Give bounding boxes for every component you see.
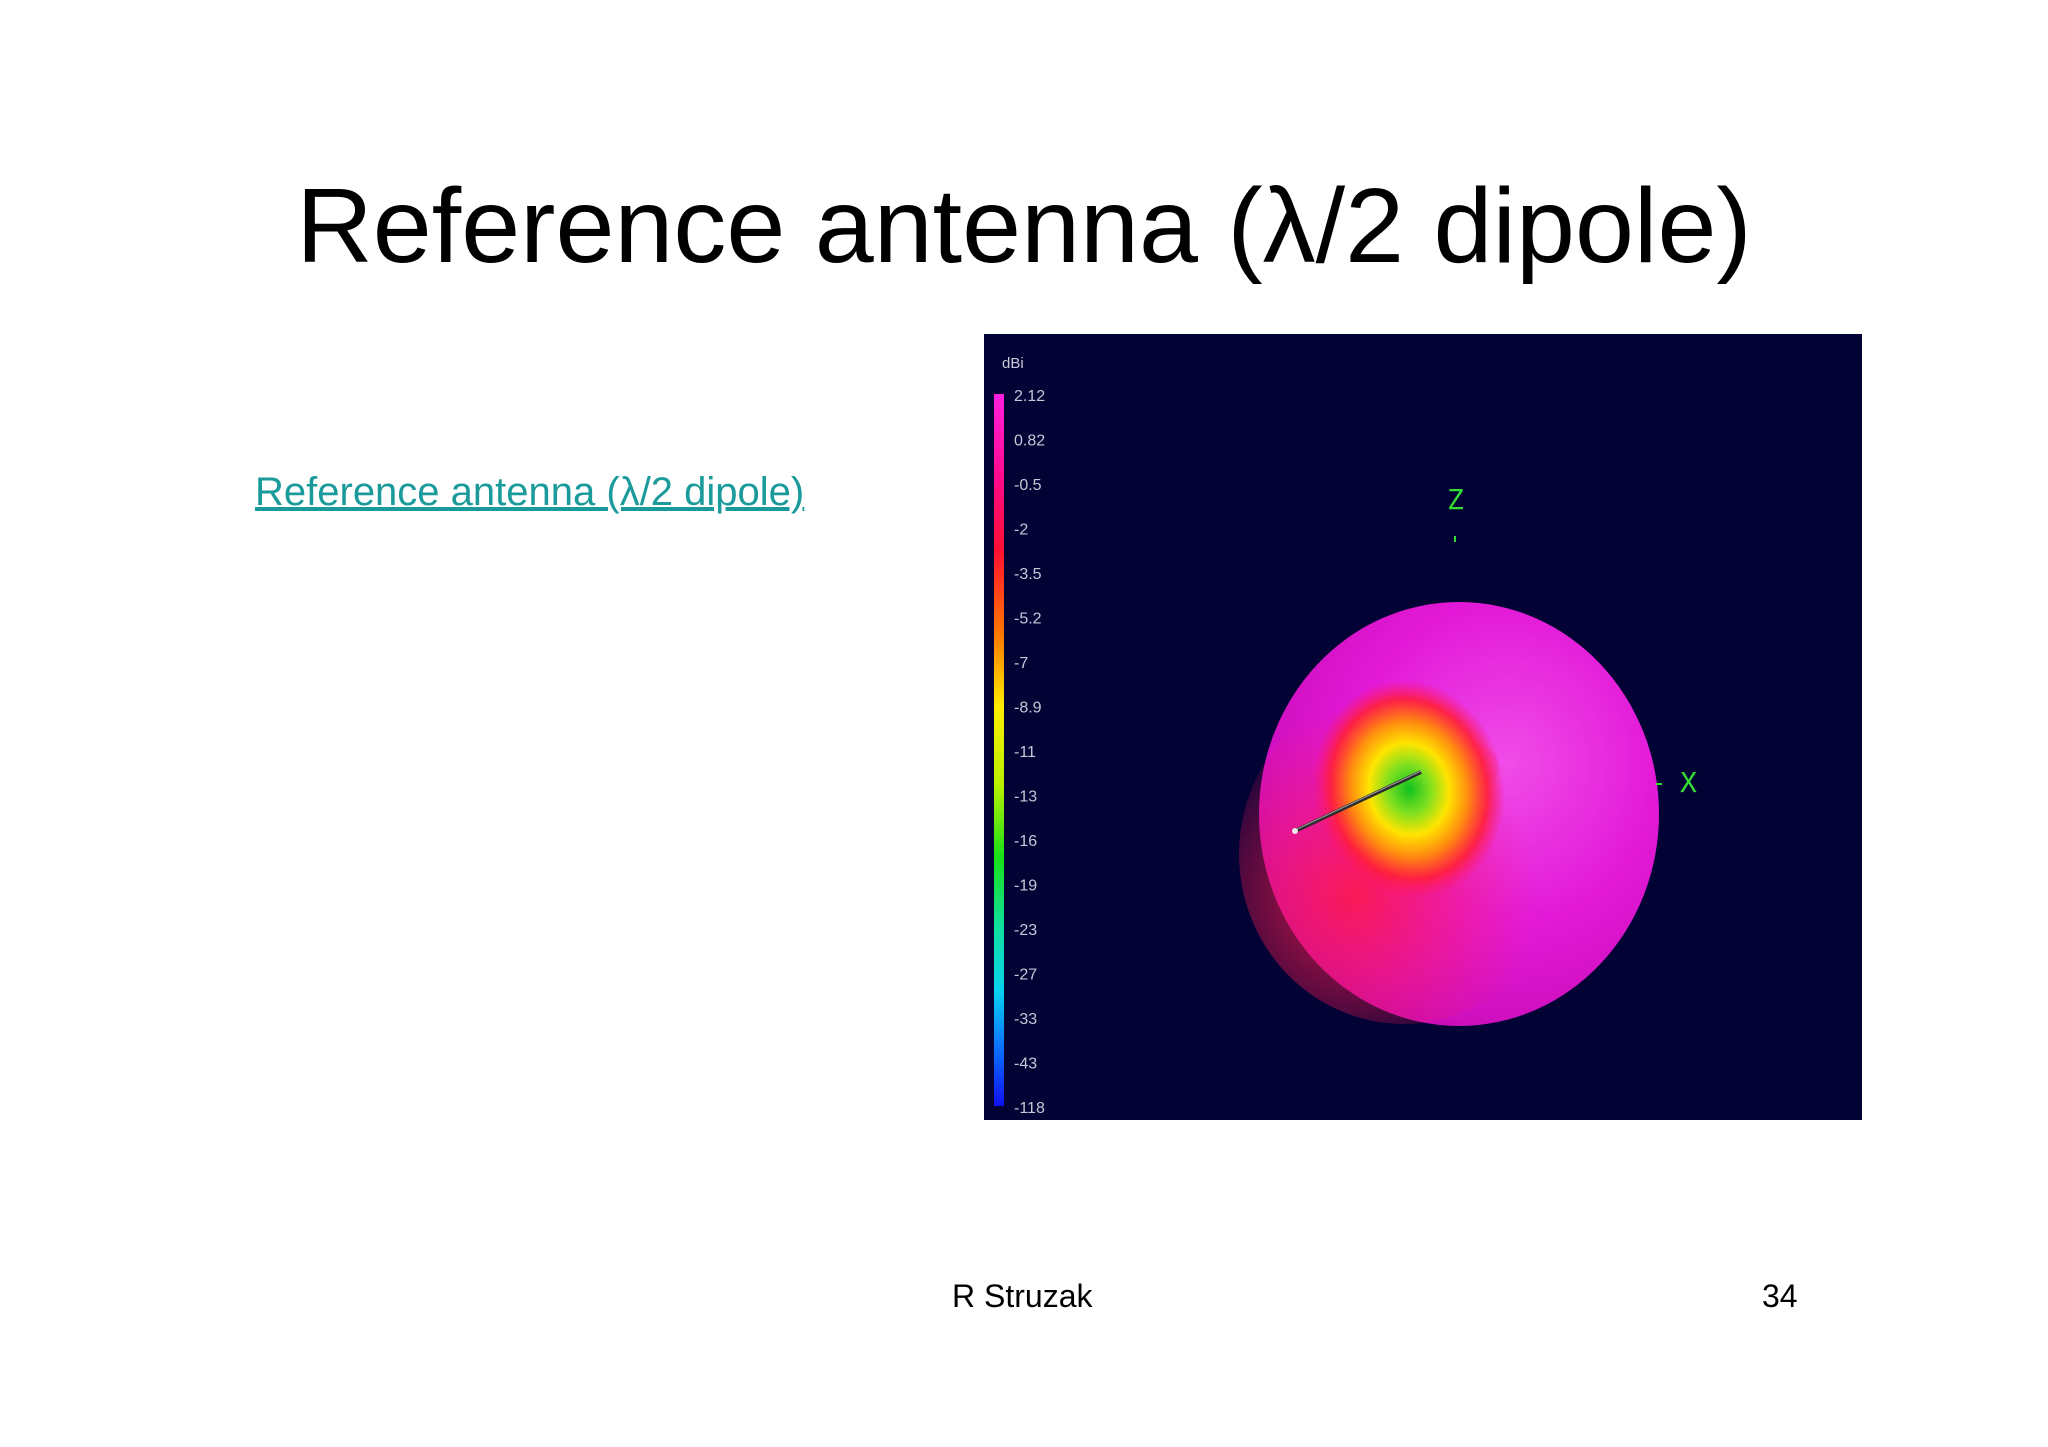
scale-label: -118 [1014, 1100, 1045, 1117]
scale-label: -13 [1014, 789, 1037, 806]
scale-label: -0.5 [1014, 477, 1042, 494]
scale-label: -33 [1014, 1011, 1037, 1028]
dipole-tip [1292, 828, 1298, 834]
scale-label: 2.12 [1014, 388, 1045, 405]
scale-label: -19 [1014, 878, 1037, 895]
scale-label: -5.2 [1014, 611, 1042, 628]
scale-label: -27 [1014, 967, 1037, 984]
reference-antenna-link[interactable]: Reference antenna (λ/2 dipole) [255, 470, 805, 514]
scale-label: -2 [1014, 522, 1028, 539]
scale-label: -8.9 [1014, 700, 1042, 717]
scale-label: -11 [1014, 744, 1036, 761]
scale-label: -43 [1014, 1056, 1037, 1073]
pattern-null-region [1313, 679, 1505, 899]
footer-author: R Struzak [952, 1278, 1093, 1314]
radiation-pattern-svg: dBi 2.12 0.82 -0.5 -2 -3.5 -5.2 -7 -8.9 -11 -13 -1… [994, 355, 1697, 1117]
color-scale-bar [994, 394, 1004, 1106]
dipole-element-highlight [1294, 770, 1422, 831]
scale-unit-label: dBi [1002, 355, 1024, 372]
dipole-element [1294, 770, 1422, 833]
slide-title: Reference antenna (λ/2 dipole) [296, 167, 1752, 285]
page-number: 34 [1762, 1278, 1798, 1314]
radiation-pattern-image: dBi 2.12 0.82 -0.5 -2 -3.5 -5.2 -7 -8.9 -11 -13 -1… [984, 334, 1862, 1120]
scale-label: -7 [1014, 655, 1028, 672]
x-axis-label: X [1680, 766, 1697, 799]
scale-label: -23 [1014, 922, 1037, 939]
scale-labels: 2.12 0.82 -0.5 -2 -3.5 -5.2 -7 -8.9 -11 -13 -16 -19… [1014, 388, 1045, 1117]
z-axis-label: Z [1447, 483, 1464, 516]
scale-label: -16 [1014, 833, 1037, 850]
scale-label: 0.82 [1014, 433, 1045, 450]
scale-label: -3.5 [1014, 566, 1042, 583]
